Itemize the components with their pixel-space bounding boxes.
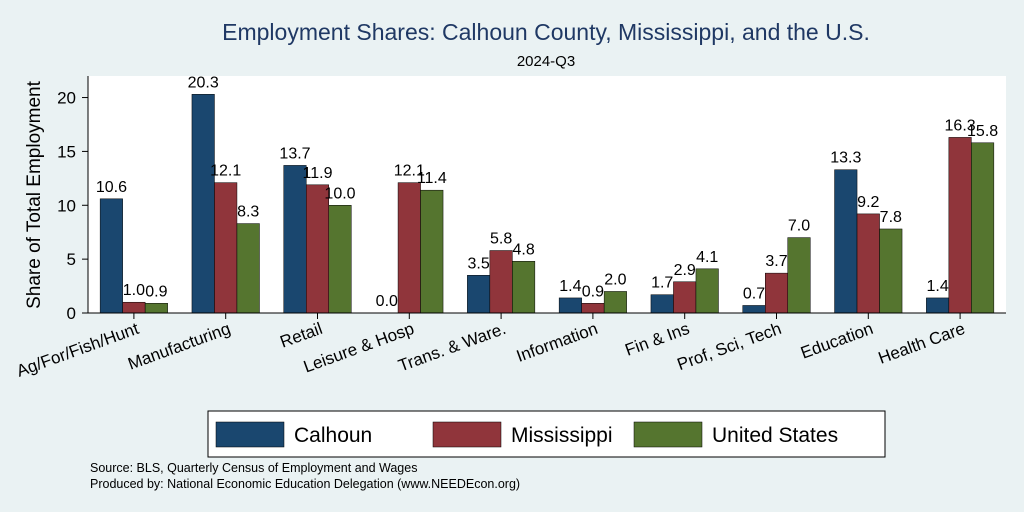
bars xyxy=(99,94,995,314)
bar-united-states-fin-ins xyxy=(695,268,719,314)
bar-calhoun-prof-sci-tech xyxy=(742,305,766,314)
data-label-calhoun-ag-for-fish-hunt: 10.6 xyxy=(96,179,127,196)
bar-calhoun-manufacturing xyxy=(191,94,215,314)
bar-mississippi-prof-sci-tech xyxy=(765,272,788,314)
data-label-mississippi-prof-sci-tech: 3.7 xyxy=(765,253,787,270)
bar-calhoun-health-care xyxy=(926,297,950,314)
data-labels: 10.61.0 0.920.312.18.313.711.910.00.012.1… xyxy=(96,74,998,310)
y-tick-label: 15 xyxy=(57,142,76,161)
data-label-calhoun-retail: 13.7 xyxy=(279,145,310,162)
data-label-mississippi-trans-ware: 5.8 xyxy=(490,231,512,248)
bar-mississippi-education xyxy=(856,213,880,314)
legend-label-mississippi: Mississippi xyxy=(511,424,613,447)
data-label-united-states-information: 2.0 xyxy=(604,271,626,288)
bar-united-states-manufacturing xyxy=(236,223,260,314)
legend: Calhoun Mississippi United States xyxy=(207,410,886,458)
data-label-united-states-trans-ware: 4.8 xyxy=(512,241,534,258)
bar-united-states-information xyxy=(603,291,627,314)
data-label-calhoun-fin-ins: 1.7 xyxy=(651,275,673,292)
data-label-calhoun-information: 1.4 xyxy=(559,278,581,295)
legend-label-united-states: United States xyxy=(712,424,838,447)
data-label-mississippi-education: 9.2 xyxy=(857,194,879,211)
data-label-calhoun-prof-sci-tech: 0.7 xyxy=(743,285,765,302)
data-label-mississippi-ag-for-fish-hunt: 1.0 xyxy=(123,282,145,299)
legend-swatch-mississippi xyxy=(432,421,502,448)
data-label-united-states-prof-sci-tech: 7.0 xyxy=(788,218,810,235)
bar-united-states-retail xyxy=(328,205,352,314)
data-label-calhoun-manufacturing: 20.3 xyxy=(188,74,219,91)
bar-calhoun-information xyxy=(558,297,582,314)
data-label-calhoun-leisure-hosp: 0.0 xyxy=(376,293,398,310)
bar-mississippi-retail xyxy=(306,184,329,314)
y-tick-label: 5 xyxy=(67,250,76,269)
produced-by-note: Produced by: National Economic Education… xyxy=(90,477,520,491)
source-note: Source: BLS, Quarterly Census of Employm… xyxy=(90,461,417,475)
data-label-united-states-fin-ins: 4.1 xyxy=(696,249,718,266)
data-label-mississippi-information: 0.9 xyxy=(582,283,604,300)
legend-label-calhoun: Calhoun xyxy=(294,424,372,447)
bar-mississippi-fin-ins xyxy=(673,281,697,314)
data-label-united-states-leisure-hosp: 11.4 xyxy=(417,170,447,187)
legend-swatch-united-states xyxy=(633,421,703,448)
bar-mississippi-manufacturing xyxy=(214,182,238,314)
data-label-united-states-retail: 10.0 xyxy=(324,185,355,202)
bar-calhoun-education xyxy=(834,169,858,314)
bar-united-states-education xyxy=(879,228,903,314)
bar-calhoun-fin-ins xyxy=(650,294,674,314)
data-label-mississippi-retail: 11.9 xyxy=(303,165,333,182)
data-label-mississippi-health-care: 16.3 xyxy=(945,117,976,134)
chart-title: Employment Shares: Calhoun County, Missi… xyxy=(222,19,870,45)
y-tick-label: 10 xyxy=(57,196,76,215)
bar-united-states-trans-ware xyxy=(512,261,536,314)
bar-united-states-prof-sci-tech xyxy=(787,237,811,314)
bar-united-states-leisure-hosp xyxy=(420,189,444,314)
chart-subtitle: 2024-Q3 xyxy=(517,53,575,70)
bar-calhoun-ag-for-fish-hunt xyxy=(99,198,123,314)
bar-mississippi-leisure-hosp xyxy=(397,182,421,314)
y-tick-label: 0 xyxy=(67,304,76,323)
data-label-united-states-ag-for-fish-hunt: 0.9 xyxy=(145,283,167,300)
y-axis-label: Share of Total Employment xyxy=(24,80,45,308)
data-label-mississippi-fin-ins: 2.9 xyxy=(674,262,696,279)
bar-calhoun-trans-ware xyxy=(467,275,491,314)
legend-swatch-calhoun xyxy=(215,421,285,448)
source-notes: Source: BLS, Quarterly Census of Employm… xyxy=(90,461,520,491)
data-label-calhoun-health-care: 1.4 xyxy=(926,278,948,295)
data-label-united-states-education: 7.8 xyxy=(880,209,902,226)
bar-calhoun-retail xyxy=(283,165,307,314)
bar-united-states-ag-for-fish-hunt xyxy=(144,303,168,314)
y-axis: 0 5 10 15 20 xyxy=(57,76,89,323)
legend-box xyxy=(207,410,886,458)
bar-mississippi-health-care xyxy=(948,137,972,314)
data-label-united-states-health-care: 15.8 xyxy=(967,123,998,140)
data-label-united-states-manufacturing: 8.3 xyxy=(237,204,259,221)
data-label-mississippi-leisure-hosp: 12.1 xyxy=(394,163,425,180)
y-tick-label: 20 xyxy=(57,89,76,108)
bar-mississippi-information xyxy=(581,303,605,314)
bar-mississippi-ag-for-fish-hunt xyxy=(122,301,146,314)
data-label-calhoun-education: 13.3 xyxy=(830,150,861,167)
bar-mississippi-trans-ware xyxy=(489,250,513,314)
data-label-mississippi-manufacturing: 12.1 xyxy=(210,163,241,180)
data-label-calhoun-trans-ware: 3.5 xyxy=(467,255,489,272)
bar-united-states-health-care xyxy=(971,142,995,314)
